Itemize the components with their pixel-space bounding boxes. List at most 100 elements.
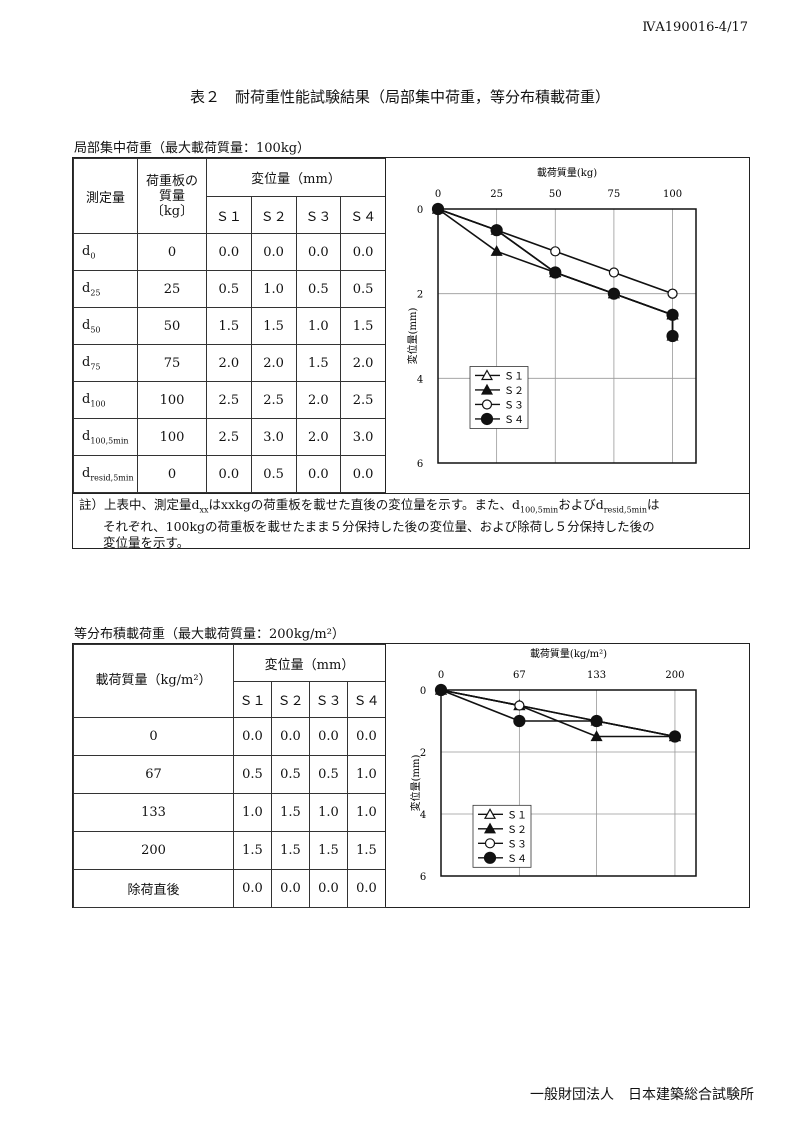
value-cell: 2.0 — [206, 344, 252, 382]
value-cell: 2.0 — [295, 418, 342, 456]
legend-label: Ｓ４ — [504, 415, 524, 426]
measure-cell: d0 — [73, 233, 138, 271]
value-cell: 0.5 — [309, 755, 348, 794]
mass-cell: 75 — [137, 344, 207, 382]
header-displacement: 変位量（mm） — [233, 644, 386, 682]
mass-cell: 0 — [73, 717, 234, 756]
mass-cell: 200 — [73, 831, 234, 870]
mass-cell: 67 — [73, 755, 234, 794]
legend-box — [469, 366, 529, 429]
data-point — [431, 202, 445, 216]
table-row: 133 1.0 1.5 1.0 1.0 — [73, 793, 386, 832]
value-cell: 0.0 — [340, 455, 386, 493]
data-point — [608, 267, 620, 278]
value-cell: 0.0 — [271, 717, 310, 756]
value-cell: 0.5 — [271, 755, 310, 794]
legend: Ｓ１ Ｓ２ Ｓ３ Ｓ４ — [472, 804, 532, 868]
x-tick-label: 0 — [435, 189, 441, 200]
value-cell: 1.5 — [309, 831, 348, 870]
value-cell: 0.0 — [233, 869, 272, 908]
value-cell: 2.0 — [340, 344, 386, 382]
point-load-table: 測定量 荷重板の質量〔kg〕 変位量（mm） Ｓ１ Ｓ２ Ｓ３ Ｓ４ d0 0 0.0 0.0 0.0… — [73, 158, 386, 493]
value-cell: 2.0 — [295, 381, 342, 419]
value-cell: 0.5 — [340, 270, 386, 308]
data-point — [549, 266, 562, 279]
table-row: 除荷直後 0.0 0.0 0.0 0.0 — [73, 869, 386, 908]
measure-symbol: d — [82, 465, 91, 481]
value-cell: 0.0 — [206, 455, 252, 493]
note-sub: resid,5min — [603, 505, 647, 515]
mass-cell: 50 — [137, 307, 207, 345]
legend-marker — [483, 808, 497, 819]
header-sample: Ｓ４ — [340, 196, 386, 234]
mass-cell: 100 — [137, 381, 207, 419]
note-sub: 100,5min — [519, 505, 559, 515]
mass-cell: 除荷直後 — [73, 869, 234, 908]
data-point — [667, 288, 678, 299]
value-cell: 0.0 — [295, 455, 342, 493]
x-tick-label: 200 — [665, 670, 684, 681]
header-row: Ｓ１ Ｓ２ Ｓ３ Ｓ４ — [74, 681, 386, 718]
table-row: d25 25 0.5 1.0 0.5 0.5 — [73, 270, 386, 308]
y-tick-label: 2 — [420, 748, 426, 759]
note-line: 変位量を示す。 — [103, 534, 190, 550]
measure-subscript: 50 — [90, 325, 101, 335]
value-cell: 0.0 — [250, 233, 297, 271]
note-text: およびd — [558, 497, 604, 512]
value-cell: 0.0 — [309, 869, 348, 908]
data-point — [490, 245, 503, 256]
data-point — [590, 730, 603, 742]
table-row: d100 100 2.5 2.5 2.0 2.5 — [73, 381, 386, 419]
value-cell: 0.5 — [206, 270, 252, 308]
table-row: d0 0 0.0 0.0 0.0 0.0 — [73, 233, 386, 271]
value-cell: 1.5 — [233, 831, 272, 870]
header-displacement: 変位量（mm） — [206, 158, 386, 197]
legend-box — [472, 804, 532, 868]
value-cell: 1.0 — [250, 270, 297, 308]
value-cell: 1.0 — [295, 307, 342, 345]
x-tick-label: 50 — [549, 189, 562, 200]
header-row: Ｓ１ Ｓ２ Ｓ３ Ｓ４ — [74, 196, 386, 234]
value-cell: 1.0 — [309, 793, 348, 832]
x-tick-label: 75 — [608, 189, 621, 200]
value-cell: 0.5 — [250, 455, 297, 493]
measure-cell: d25 — [73, 270, 138, 308]
mass-cell: 133 — [73, 793, 234, 832]
legend-label: Ｓ１ — [504, 371, 524, 382]
y-tick-label: 6 — [420, 872, 426, 883]
value-cell: 0.0 — [340, 233, 386, 271]
measure-subscript: 25 — [90, 288, 101, 298]
data-point — [666, 308, 679, 321]
table-row: 67 0.5 0.5 0.5 1.0 — [73, 755, 386, 794]
y-tick-label: 0 — [417, 205, 423, 216]
note-sub: xx — [199, 505, 209, 515]
series-4 — [431, 202, 679, 343]
plot-frame — [437, 208, 697, 464]
value-cell: 1.0 — [233, 793, 272, 832]
value-cell: 1.0 — [347, 755, 386, 794]
y-axis-title: 変位量(mm) — [406, 308, 419, 365]
legend-label: Ｓ２ — [507, 825, 527, 836]
measure-symbol: d — [82, 280, 91, 296]
y-tick-label: 4 — [417, 374, 423, 385]
legend-marker — [481, 399, 493, 410]
value-cell: 2.5 — [206, 381, 252, 419]
series-line — [440, 689, 676, 738]
measure-symbol: d — [82, 354, 91, 370]
x-tick-label: 67 — [513, 670, 526, 681]
section2-box: 載荷質量（kg/m²） 変位量（mm） Ｓ１ Ｓ２ Ｓ３ Ｓ４ 0 0.0 0.0 0.0 0.0 6… — [72, 643, 750, 908]
y-tick-label: 2 — [417, 290, 423, 301]
value-cell: 0.0 — [309, 717, 348, 756]
uniform-load-table: 載荷質量（kg/m²） 変位量（mm） Ｓ１ Ｓ２ Ｓ３ Ｓ４ 0 0.0 0.0 0.0 0.0 6… — [73, 644, 386, 908]
series-3 — [435, 684, 681, 742]
mass-cell: 0 — [137, 455, 207, 493]
measure-symbol: d — [82, 428, 91, 444]
section2-label: 等分布積載荷重（最大載荷質量：200kg/m²） — [74, 627, 345, 642]
data-point — [490, 224, 503, 237]
legend-label: Ｓ１ — [507, 810, 527, 821]
measure-cell: d75 — [73, 344, 138, 382]
table-note: 註）上表中、測定量dxxはxxkgの荷重板を載せた直後の変位量を示す。また、d1… — [73, 493, 749, 551]
table-row: d50 50 1.5 1.5 1.0 1.5 — [73, 307, 386, 345]
header-sample: Ｓ３ — [309, 681, 348, 718]
header-mass: 載荷質量（kg/m²） — [73, 644, 234, 718]
